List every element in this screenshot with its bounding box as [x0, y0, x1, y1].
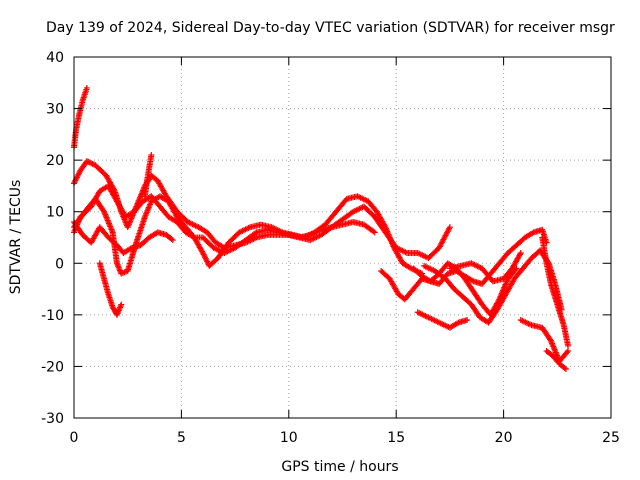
y-tick-label: -20 [41, 359, 64, 375]
data-point [83, 84, 90, 91]
data-point [517, 249, 524, 256]
y-axis-label: SDTVAR / TECUs [8, 180, 24, 295]
y-tick-label: -10 [41, 308, 64, 324]
data-series [410, 260, 520, 318]
data-series [543, 347, 569, 373]
data-point [565, 342, 572, 349]
chart-title: Day 139 of 2024, Sidereal Day-to-day VTE… [46, 20, 615, 36]
data-point [562, 366, 569, 373]
x-tick-label: 25 [602, 430, 620, 446]
data-series [421, 247, 565, 326]
data-series [71, 219, 176, 256]
data-point [118, 301, 125, 308]
data-point [169, 237, 176, 244]
y-tick-label: -30 [41, 411, 64, 427]
data-point [565, 347, 572, 354]
data-series [539, 234, 572, 349]
y-tick-label: 0 [55, 256, 64, 272]
data-point [563, 349, 570, 356]
y-tick-label: 10 [46, 205, 64, 221]
data-point [561, 364, 568, 371]
data-series [141, 151, 155, 200]
data-series [517, 317, 572, 365]
data-series [446, 249, 524, 285]
data-point [148, 151, 155, 158]
data-point [168, 236, 175, 243]
data-point [464, 317, 471, 324]
data-series [71, 193, 425, 277]
data-point [446, 225, 453, 232]
data-point [446, 224, 453, 231]
data-point [252, 230, 259, 237]
x-axis-label: GPS time / hours [281, 459, 398, 475]
y-tick-label: 30 [46, 102, 64, 118]
axis-ticks: 0 5 10 15 20 25 -30 -20 -10 0 10 20 30 40 [41, 50, 620, 446]
y-tick-label: 20 [46, 153, 64, 169]
x-tick-label: 15 [387, 430, 405, 446]
data-points [71, 84, 572, 373]
data-point [370, 228, 377, 235]
data-series [414, 309, 471, 331]
data-series [96, 260, 125, 318]
x-tick-label: 0 [70, 430, 79, 446]
x-tick-label: 5 [177, 430, 186, 446]
data-point [371, 229, 378, 236]
plot-frame [73, 56, 612, 419]
x-tick-label: 10 [280, 430, 298, 446]
y-tick-label: 40 [46, 50, 64, 66]
x-tick-label: 20 [495, 430, 513, 446]
